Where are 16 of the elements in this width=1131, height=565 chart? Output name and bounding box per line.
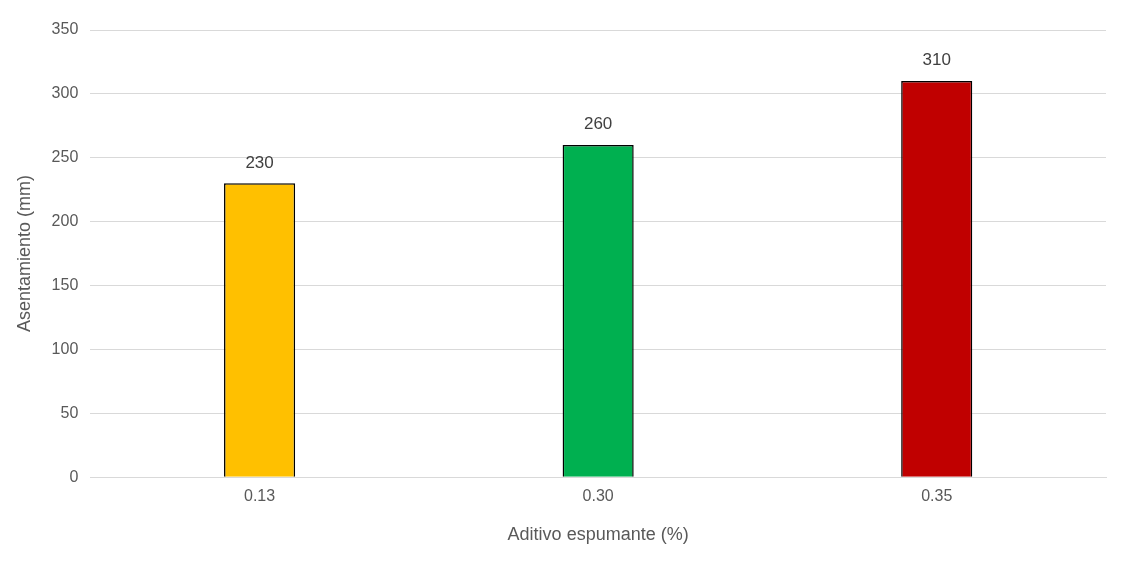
data-label: 230 [245, 152, 274, 172]
y-tick-label: 200 [51, 212, 79, 230]
y-tick-label: 0 [69, 467, 79, 485]
y-tick-label: 150 [51, 275, 79, 293]
x-tick-label: 0.30 [582, 487, 614, 505]
data-label: 260 [583, 114, 613, 134]
x-tick-label: 0.35 [921, 487, 953, 505]
data-label: 310 [922, 50, 951, 70]
y-tick-label: 300 [51, 84, 79, 102]
y-tick-label: 50 [60, 403, 79, 421]
x-axis-title: Aditivo espumante (%) [507, 524, 689, 545]
y-tick-label: 250 [51, 148, 79, 166]
y-tick-label: 350 [51, 20, 79, 38]
y-tick-label: 100 [51, 339, 79, 357]
x-tick-label: 0.13 [244, 487, 276, 505]
y-axis-title: Asentamiento (mm) [13, 175, 34, 333]
